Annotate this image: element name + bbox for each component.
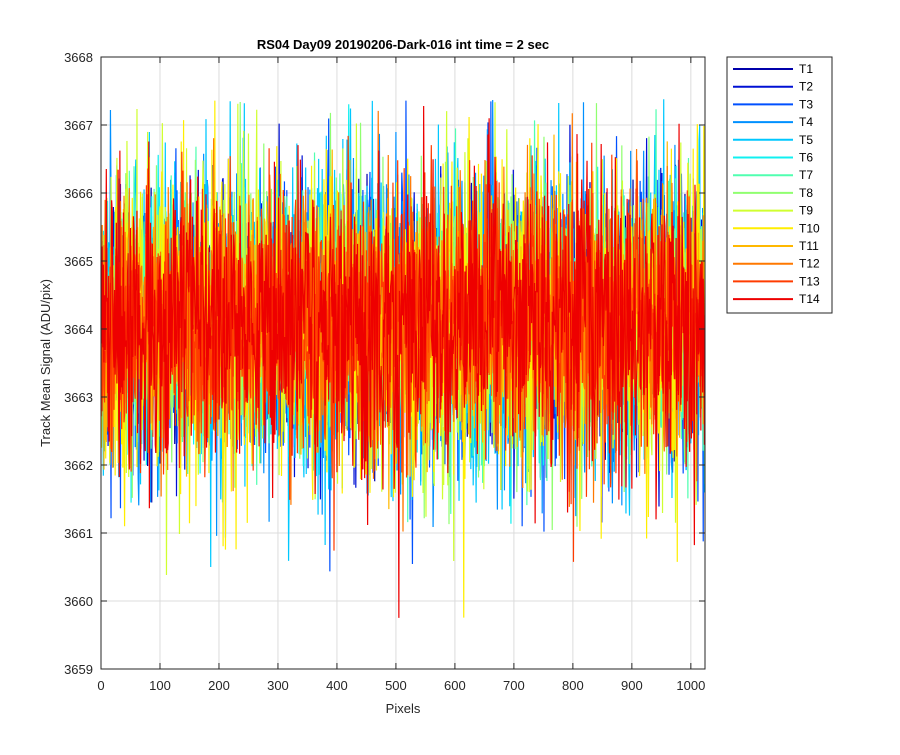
legend-label: T4 <box>799 115 813 129</box>
x-tick-label: 500 <box>385 678 407 693</box>
y-axis-label: Track Mean Signal (ADU/pix) <box>38 279 53 447</box>
y-tick-label: 3659 <box>64 662 93 677</box>
y-tick-label: 3668 <box>64 50 93 65</box>
x-tick-label: 0 <box>97 678 104 693</box>
y-tick-label: 3666 <box>64 186 93 201</box>
y-tick-label: 3663 <box>64 390 93 405</box>
series-line-T14 <box>101 106 705 618</box>
legend-label: T7 <box>799 168 813 182</box>
x-tick-label: 900 <box>621 678 643 693</box>
legend-label: T14 <box>799 292 820 306</box>
x-axis-label: Pixels <box>386 701 421 716</box>
legend-label: T12 <box>799 257 820 271</box>
x-tick-label: 800 <box>562 678 584 693</box>
legend-label: T10 <box>799 221 820 235</box>
x-tick-label: 300 <box>267 678 289 693</box>
x-tick-label: 1000 <box>676 678 705 693</box>
x-tick-label: 200 <box>208 678 230 693</box>
legend-label: T11 <box>799 239 819 253</box>
y-tick-label: 3660 <box>64 594 93 609</box>
x-tick-label: 600 <box>444 678 466 693</box>
legend-label: T6 <box>799 151 813 165</box>
legend-label: T5 <box>799 133 813 147</box>
x-tick-label: 700 <box>503 678 525 693</box>
y-tick-label: 3661 <box>64 526 93 541</box>
legend-label: T3 <box>799 97 813 111</box>
legend-label: T13 <box>799 274 820 288</box>
legend-label: T8 <box>799 186 813 200</box>
chart-title: RS04 Day09 20190206-Dark-016 int time = … <box>257 37 549 52</box>
legend-label: T9 <box>799 204 813 218</box>
plot-frame <box>100 56 706 670</box>
y-tick-label: 3667 <box>64 118 93 133</box>
y-tick-label: 3664 <box>64 322 93 337</box>
legend-label: T1 <box>799 62 813 76</box>
series-lines <box>101 99 705 618</box>
axis-ticks: 0 100 200 300 400 500 600 700 800 900 1000 3659 3660… <box>64 50 705 693</box>
x-tick-label: 400 <box>326 678 348 693</box>
x-tick-label: 100 <box>149 678 171 693</box>
legend-label: T2 <box>799 80 813 94</box>
legend-box <box>726 56 833 314</box>
legend: T1 T2 T3 T4 T5 T6 T7 T8 T9 T10 T11 T12 T13 T14 <box>726 56 833 314</box>
y-tick-label: 3665 <box>64 254 93 269</box>
y-tick-label: 3662 <box>64 458 93 473</box>
